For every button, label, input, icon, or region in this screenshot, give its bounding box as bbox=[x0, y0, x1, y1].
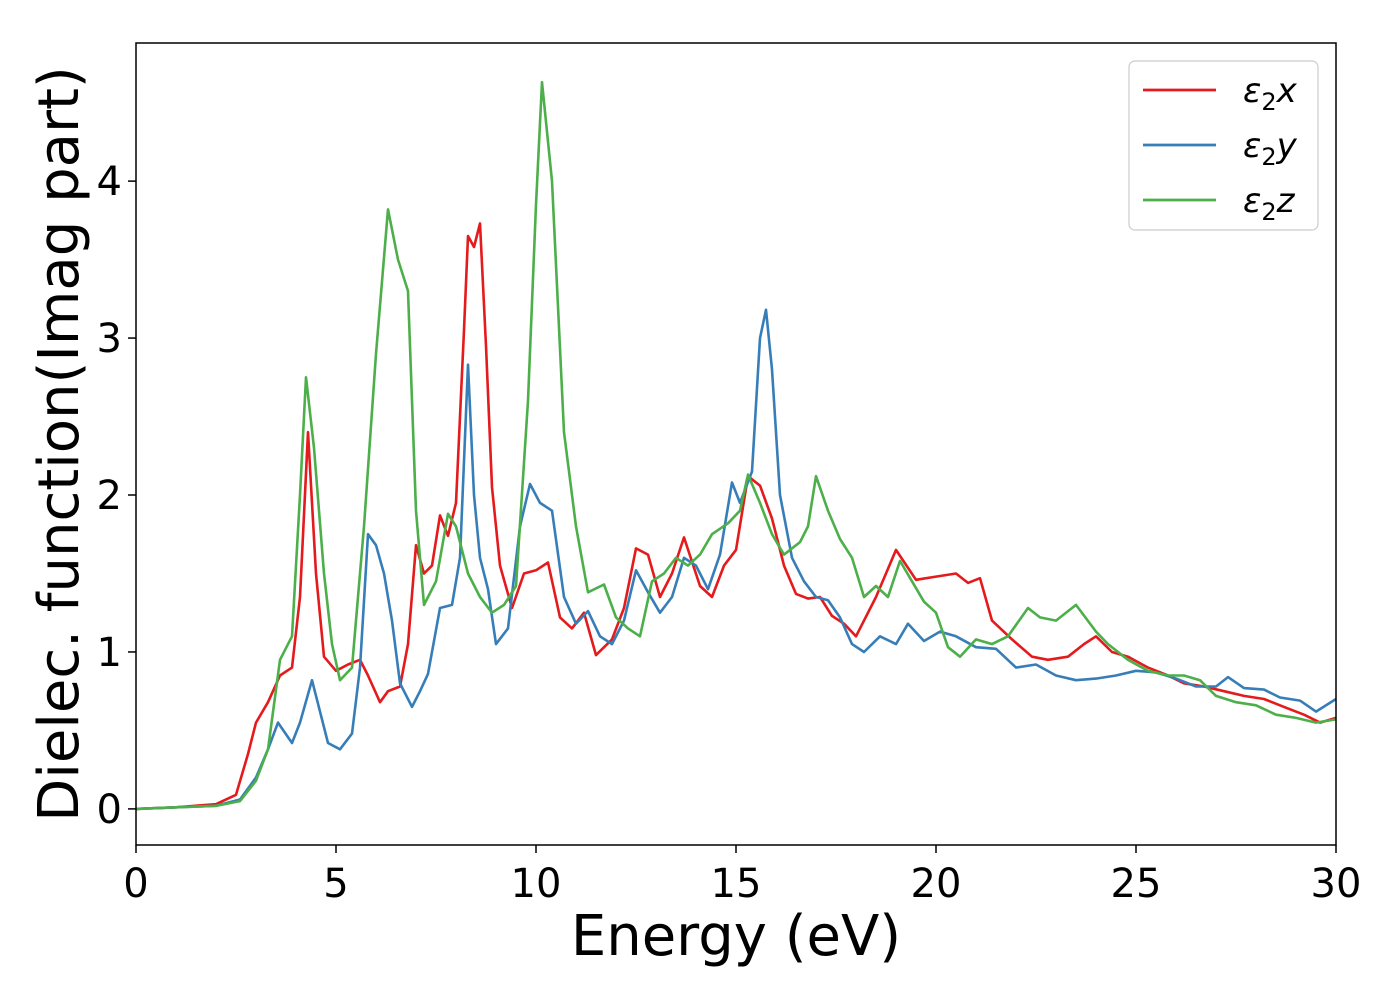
y-tick-label: 1 bbox=[97, 630, 122, 676]
legend-label-x: ε2x bbox=[1243, 71, 1298, 116]
y-axis-label: Dielec. function(Imag part) bbox=[27, 66, 92, 822]
legend-box bbox=[1128, 60, 1319, 231]
series-line-y bbox=[135, 308, 1337, 811]
x-tick-label: 10 bbox=[511, 861, 562, 907]
x-tick-label: 30 bbox=[1311, 861, 1362, 907]
x-tick-label: 25 bbox=[1111, 861, 1162, 907]
series-line-z bbox=[135, 80, 1337, 811]
legend-label-z: ε2z bbox=[1243, 181, 1296, 226]
y-tick-label: 3 bbox=[97, 316, 122, 362]
legend: ε2x ε2y ε2z bbox=[1128, 60, 1319, 231]
x-tick-label: 0 bbox=[123, 861, 148, 907]
plot-frame bbox=[135, 42, 1337, 846]
y-tick-label: 2 bbox=[97, 473, 122, 519]
x-tick-label: 20 bbox=[911, 861, 962, 907]
y-tick-label: 4 bbox=[97, 159, 122, 205]
y-axis-ticks: 0 1 2 3 4 bbox=[97, 159, 136, 833]
x-axis-ticks: 0 5 10 15 20 25 30 bbox=[123, 845, 1361, 907]
plot-area bbox=[135, 80, 1337, 811]
series-line-x bbox=[135, 222, 1337, 811]
x-axis-label: Energy (eV) bbox=[571, 904, 901, 969]
legend-label-y: ε2y bbox=[1243, 126, 1298, 171]
x-tick-label: 15 bbox=[711, 861, 762, 907]
y-tick-label: 0 bbox=[97, 787, 122, 833]
x-tick-label: 5 bbox=[323, 861, 348, 907]
